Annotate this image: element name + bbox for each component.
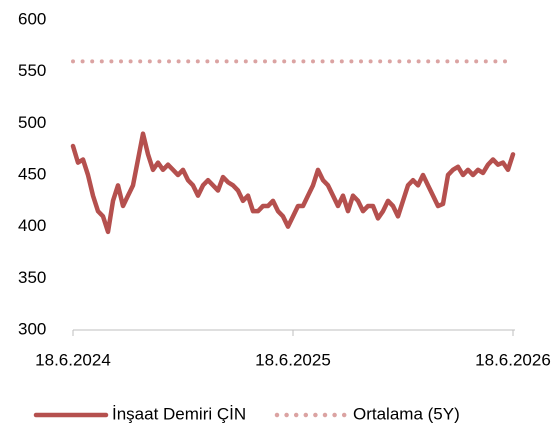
legend-label: Ortalama (5Y) <box>353 404 460 423</box>
y-tick-label: 450 <box>18 164 46 183</box>
x-tick-label: 18.6.2024 <box>35 350 111 369</box>
series-line <box>70 131 516 235</box>
y-tick-label: 400 <box>18 216 46 235</box>
x-tick-label: 18.6.2026 <box>475 350 551 369</box>
y-tick-label: 600 <box>18 9 46 28</box>
y-tick-label: 350 <box>18 268 46 287</box>
y-tick-label: 300 <box>18 319 46 338</box>
x-tick-label: 18.6.2025 <box>255 350 331 369</box>
y-tick-label: 550 <box>18 61 46 80</box>
legend-label: İnşaat Demiri ÇİN <box>112 404 246 423</box>
y-tick-label: 500 <box>18 113 46 132</box>
